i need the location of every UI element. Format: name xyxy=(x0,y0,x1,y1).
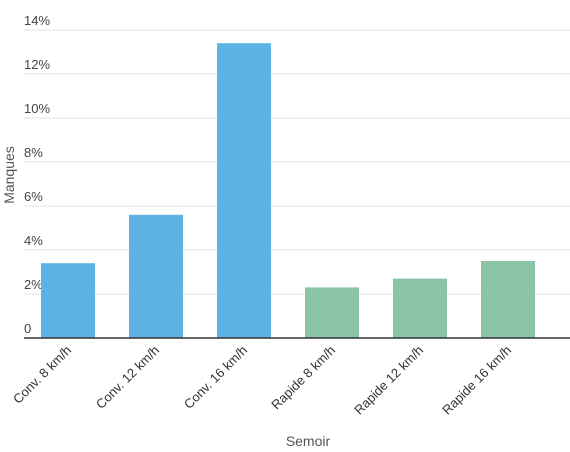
x-tick-label: Rapide 16 km/h xyxy=(439,343,514,418)
y-axis-ticks: 0 2% 4% 6% 8% 10% 12% 14% xyxy=(24,13,50,336)
x-tick-label: Conv. 12 km/h xyxy=(93,343,162,412)
bar xyxy=(41,263,95,338)
gridlines xyxy=(24,29,570,295)
y-axis-title: Manques xyxy=(1,146,17,204)
y-tick-label: 4% xyxy=(24,233,43,248)
bar xyxy=(129,214,183,338)
y-tick-label: 12% xyxy=(24,57,50,72)
x-axis-ticks: Conv. 8 km/h Conv. 12 km/h Conv. 16 km/h Ra… xyxy=(10,343,514,418)
y-tick-label: 8% xyxy=(24,145,43,160)
y-tick-label: 14% xyxy=(24,13,50,28)
x-axis-title: Semoir xyxy=(286,433,331,449)
bar xyxy=(393,278,447,338)
bar xyxy=(481,261,535,338)
y-tick-label: 0 xyxy=(24,321,31,336)
x-tick-label: Conv. 16 km/h xyxy=(181,343,250,412)
x-tick-label: Conv. 8 km/h xyxy=(10,343,74,407)
y-tick-label: 6% xyxy=(24,189,43,204)
x-tick-label: Rapide 8 km/h xyxy=(268,343,338,413)
bar xyxy=(305,287,359,338)
x-tick-label: Rapide 12 km/h xyxy=(351,343,426,418)
bars xyxy=(41,43,535,338)
y-tick-label: 2% xyxy=(24,277,43,292)
y-tick-label: 10% xyxy=(24,101,50,116)
bar xyxy=(217,43,271,338)
